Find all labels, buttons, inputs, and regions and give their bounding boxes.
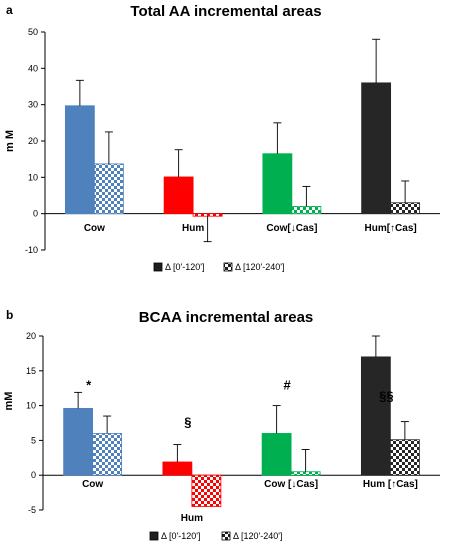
significance-marker: §§ <box>379 389 393 404</box>
category-label: Hum <box>182 223 204 234</box>
y-tick-label: 10 <box>28 172 38 182</box>
category-label: Hum <box>181 513 203 524</box>
significance-marker: # <box>284 378 292 393</box>
category-label: Hum [↑Cas] <box>363 479 418 490</box>
panel-a-legend-label-checker: Δ [120'-240'] <box>235 262 284 272</box>
y-tick-label: 20 <box>26 331 36 341</box>
panel-a-label: a <box>6 3 13 17</box>
y-tick-label: 50 <box>28 27 38 37</box>
panel-b-title: BCAA incremental areas <box>139 309 314 326</box>
significance-marker: * <box>86 378 92 393</box>
bar-checker-0 <box>92 433 123 476</box>
panel-a: a Total AA incremental areas m M -10 0 10 2… <box>4 3 440 272</box>
bar-solid-3 <box>361 82 392 215</box>
bar-solid-2 <box>261 433 292 476</box>
panel-b-y-axis-label: mM <box>3 392 15 411</box>
bar-checker-0 <box>93 163 124 215</box>
panel-b-legend-label-solid: Δ [0'-120'] <box>161 531 200 541</box>
significance-marker: § <box>184 414 191 429</box>
panel-a-legend-swatch-solid <box>153 262 163 272</box>
bar-checker-1 <box>191 474 222 507</box>
panel-b-legend-swatch-checker <box>221 531 231 541</box>
panel-a-plot: -10 0 10 20 30 40 50 Cow Hum Cow[↓Cas] Hum[↑Cas] <box>25 27 440 255</box>
bar-checker-3 <box>389 439 420 476</box>
bar-solid-0 <box>64 105 95 215</box>
category-label: Cow <box>82 479 103 490</box>
bar-checker-2 <box>291 205 322 215</box>
bar-solid-0 <box>63 407 94 476</box>
panel-b-legend-label-checker: Δ [120'-240'] <box>233 531 282 541</box>
y-tick-label: 0 <box>33 209 38 219</box>
bar-solid-1 <box>162 461 193 476</box>
y-tick-label: 40 <box>28 63 38 73</box>
category-label: Cow [↓Cas] <box>264 479 318 490</box>
y-tick-label: -10 <box>25 245 38 255</box>
bar-solid-3 <box>360 356 391 476</box>
panel-b-legend-swatch-solid <box>149 531 159 541</box>
category-label: Cow[↓Cas] <box>266 223 317 234</box>
bar-solid-1 <box>163 176 194 215</box>
bar-checker-2 <box>290 471 321 476</box>
panel-b-plot: -5 0 5 10 15 20 Cow Hum Cow [↓Cas] Hum [↑Cas] * § # §… <box>26 331 440 524</box>
panel-a-y-axis-label: m M <box>4 130 16 152</box>
bar-checker-1 <box>192 213 223 217</box>
y-tick-label: 0 <box>31 470 36 480</box>
panel-b-label: b <box>6 308 13 322</box>
bar-checker-3 <box>390 202 421 215</box>
y-tick-label: 20 <box>28 136 38 146</box>
category-label: Hum[↑Cas] <box>365 223 417 234</box>
panel-a-title: Total AA incremental areas <box>130 3 321 20</box>
panel-a-legend-label-solid: Δ [0'-120'] <box>165 262 204 272</box>
y-tick-label: 30 <box>28 100 38 110</box>
y-tick-label: 15 <box>26 366 36 376</box>
y-tick-label: 5 <box>31 435 36 445</box>
bar-solid-2 <box>262 153 293 215</box>
category-label: Cow <box>84 223 105 234</box>
panel-a-legend-swatch-checker <box>223 262 233 272</box>
y-tick-label: -5 <box>28 505 36 515</box>
panel-a-legend: Δ [0'-120'] Δ [120'-240'] <box>153 262 284 272</box>
panel-b-legend: Δ [0'-120'] Δ [120'-240'] <box>149 531 282 541</box>
panel-b: b BCAA incremental areas mM -5 0 5 10 15 20 Co… <box>3 308 440 541</box>
y-tick-label: 10 <box>26 401 36 411</box>
